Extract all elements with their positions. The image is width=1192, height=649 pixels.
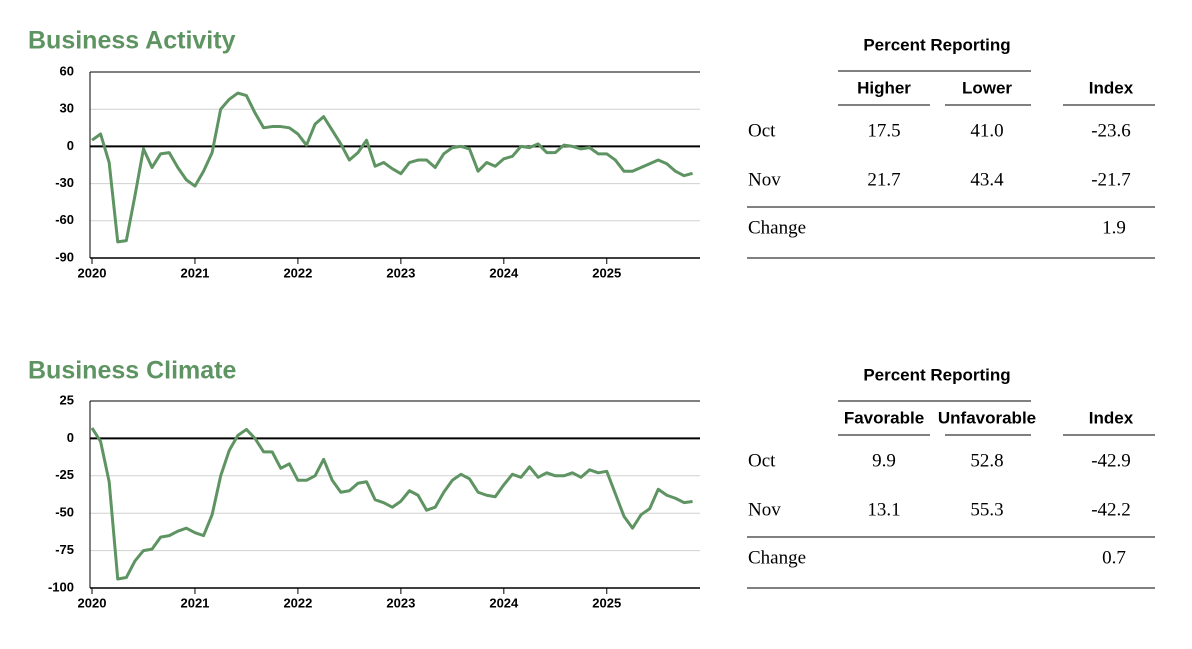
x-tick-label: 2020 xyxy=(78,595,107,610)
cell: 55.3 xyxy=(970,499,1003,520)
cell: 41.0 xyxy=(970,120,1003,141)
x-tick-label: 2022 xyxy=(283,265,312,280)
cell: 9.9 xyxy=(872,450,896,471)
row-label: Oct xyxy=(748,450,776,471)
x-tick-label: 2023 xyxy=(386,265,415,280)
cell: 17.5 xyxy=(867,120,900,141)
row-label: Change xyxy=(748,217,806,238)
x-tick-label: 2024 xyxy=(489,265,519,280)
column-header: Index xyxy=(1089,78,1134,97)
cell: 21.7 xyxy=(867,169,900,190)
group-header: Percent Reporting xyxy=(863,365,1010,384)
x-tick-label: 2025 xyxy=(592,595,621,610)
y-tick-label: -25 xyxy=(55,467,74,482)
group-header: Percent Reporting xyxy=(863,35,1010,54)
cell: 0.7 xyxy=(1102,547,1126,568)
x-tick-label: 2024 xyxy=(489,595,519,610)
y-tick-label: 0 xyxy=(67,138,74,153)
x-tick-label: 2020 xyxy=(78,265,107,280)
y-tick-label: 0 xyxy=(67,430,74,445)
column-header: Unfavorable xyxy=(938,408,1036,427)
cell: -42.2 xyxy=(1091,499,1131,520)
y-tick-label: -50 xyxy=(55,505,74,520)
row-label: Nov xyxy=(748,499,781,520)
cell: 13.1 xyxy=(867,499,900,520)
column-header: Index xyxy=(1089,408,1134,427)
column-header: Lower xyxy=(962,78,1012,97)
y-tick-label: -75 xyxy=(55,542,74,557)
cell: -23.6 xyxy=(1091,120,1131,141)
data-line xyxy=(90,427,693,581)
y-tick-label: 30 xyxy=(60,101,74,116)
row-label: Nov xyxy=(748,169,781,190)
cell: 1.9 xyxy=(1102,217,1126,238)
x-tick-label: 2021 xyxy=(180,595,209,610)
row-label: Oct xyxy=(748,120,776,141)
x-tick-label: 2022 xyxy=(283,595,312,610)
data-line xyxy=(91,91,693,244)
x-tick-label: 2023 xyxy=(386,595,415,610)
y-tick-label: -90 xyxy=(55,249,74,264)
x-tick-label: 2025 xyxy=(592,265,621,280)
cell: -21.7 xyxy=(1091,169,1131,190)
y-tick-label: 25 xyxy=(60,392,74,407)
chart-title: Business Activity xyxy=(28,27,236,55)
row-label: Change xyxy=(748,547,806,568)
column-header: Favorable xyxy=(844,408,924,427)
cell: 52.8 xyxy=(970,450,1003,471)
x-tick-label: 2021 xyxy=(180,265,209,280)
cell: -42.9 xyxy=(1091,450,1131,471)
cell: 43.4 xyxy=(970,169,1004,190)
y-tick-label: -60 xyxy=(55,212,74,227)
column-header: Higher xyxy=(857,78,911,97)
y-tick-label: 60 xyxy=(60,63,74,78)
chart-title: Business Climate xyxy=(28,357,237,385)
y-tick-label: -30 xyxy=(55,175,74,190)
y-tick-label: -100 xyxy=(48,579,74,594)
